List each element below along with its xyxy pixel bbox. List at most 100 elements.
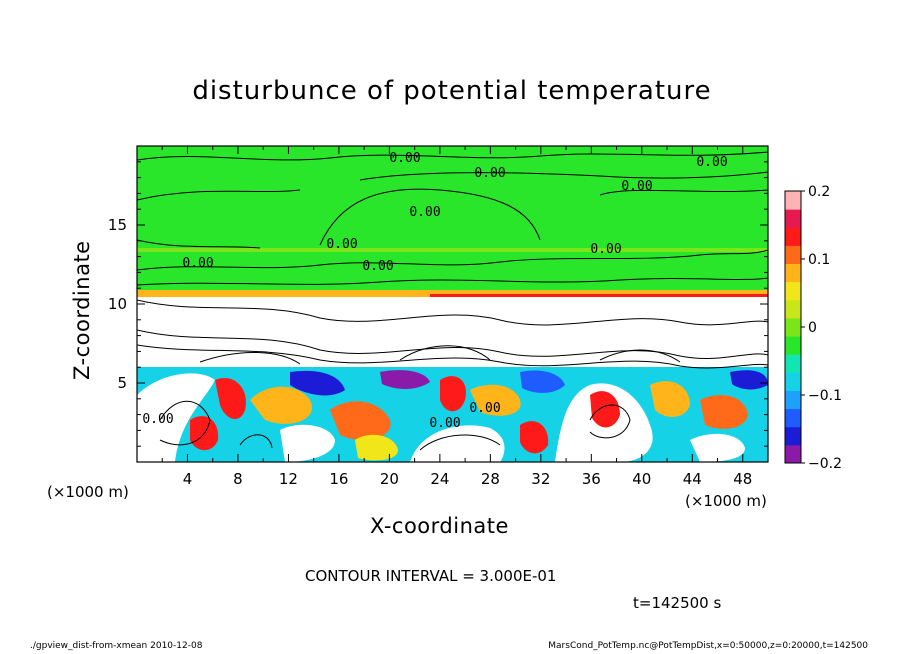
- x-tick-label: 4: [183, 470, 193, 488]
- contour-label: 0.00: [142, 412, 173, 427]
- contour-line: [137, 151, 768, 161]
- field-blob: [215, 378, 246, 420]
- contour-line: [137, 344, 768, 369]
- colorbar-label: 0.1: [808, 252, 830, 268]
- colorbar-label: −0.1: [808, 388, 842, 404]
- contour-line: [359, 171, 768, 181]
- footer-right: MarsCond_PotTemp.nc@PotTempDist,x=0:5000…: [548, 641, 868, 651]
- colorbar-segment: [785, 317, 801, 337]
- x-tick-label: 48: [733, 470, 752, 488]
- contour-line: [599, 189, 768, 196]
- x-tick-label: 28: [481, 470, 500, 488]
- field-blob: [290, 370, 345, 396]
- y-tick-label: 5: [117, 374, 127, 392]
- x-unit-label-left: (×1000 m): [47, 483, 129, 501]
- x-tick-label: 12: [279, 470, 298, 488]
- contour-line: [599, 349, 681, 363]
- contour-label: 0.00: [696, 155, 727, 170]
- colorbar-segment: [785, 408, 801, 428]
- x-tick-label: 8: [233, 470, 243, 488]
- field-blob: [250, 386, 312, 424]
- colorbar-segment: [785, 227, 801, 246]
- colorbar-segment: [785, 444, 801, 464]
- contour-line: [137, 189, 301, 201]
- contour-interval-text: CONTOUR INTERVAL = 3.000E-01: [305, 567, 557, 585]
- contour-line: [239, 434, 273, 449]
- contour-line: [137, 239, 261, 249]
- colorbar-segment: [785, 281, 801, 301]
- contour-label: 0.00: [326, 237, 357, 252]
- colorbar-label: −0.2: [808, 456, 842, 472]
- field-blob: [650, 381, 690, 417]
- field-blob: [410, 425, 505, 462]
- field-band-orange: [137, 290, 768, 297]
- contour-line: [589, 404, 631, 439]
- y-axis-label: Z-coordinate: [70, 240, 94, 380]
- x-axis-label: X-coordinate: [370, 514, 509, 538]
- field-band-light: [137, 248, 768, 252]
- chart-title: disturbunce of potential temperature: [192, 76, 712, 106]
- contour-label: 0.00: [182, 256, 213, 271]
- field-blob: [700, 395, 748, 429]
- field-blob: [355, 434, 398, 461]
- x-tick-label: 40: [632, 470, 651, 488]
- field-blob: [730, 370, 768, 390]
- field-blob: [590, 391, 620, 428]
- contour-label: 0.00: [590, 242, 621, 257]
- contour-line: [137, 249, 768, 271]
- contour-line: [159, 400, 211, 446]
- time-label: t=142500 s: [633, 594, 722, 612]
- colorbar-label: 0.2: [808, 184, 830, 200]
- field-blob: [280, 424, 335, 462]
- field-white-band: [137, 297, 768, 367]
- colorbar-segment: [785, 426, 801, 446]
- contour-label: 0.00: [621, 179, 652, 194]
- colorbar-segment: [785, 299, 801, 319]
- contour-lines: [137, 151, 768, 451]
- x-tick-label: 16: [329, 470, 348, 488]
- field-blob: [440, 376, 466, 412]
- contour-line: [137, 329, 768, 359]
- field-blob: [520, 421, 549, 454]
- colorbar-segment: [785, 245, 801, 265]
- contour-line: [137, 299, 768, 326]
- footer-left: ./gpview_dist-from-xmean 2010-12-08: [30, 641, 203, 651]
- colorbar-segment: [785, 209, 801, 228]
- contour-label: 0.00: [409, 205, 440, 220]
- x-tick-label: 44: [683, 470, 702, 488]
- y-axis: 5 10 15: [108, 161, 768, 447]
- field-blob: [690, 433, 745, 462]
- colorbar-segment: [785, 263, 801, 283]
- contour-labels: 0.00 0.00 0.00 0.00 0.00 0.00 0.00 0.00 0.00 0.00…: [142, 151, 727, 431]
- contour-line: [399, 345, 491, 361]
- field-blob: [520, 370, 565, 393]
- lower-convection-blobs: [137, 370, 768, 462]
- plot-area: 0.00 0.00 0.00 0.00 0.00 0.00 0.00 0.00 0.00 0.00…: [137, 146, 768, 462]
- colorbar-segment: [785, 336, 801, 355]
- contour-line: [137, 277, 768, 286]
- contour-label: 0.00: [474, 166, 505, 181]
- y-tick-label: 10: [108, 295, 127, 313]
- colorbar-segment: [785, 372, 801, 391]
- contour-label: 0.00: [362, 259, 393, 274]
- y-tick-label: 15: [108, 216, 127, 234]
- x-axis: 4 8 12 16 20 24 28 32 36 40 44 48: [161, 146, 752, 488]
- field-blob: [330, 401, 391, 440]
- x-unit-label-right: (×1000 m): [685, 492, 767, 510]
- contour-label: 0.00: [389, 151, 420, 166]
- colorbar: 0.2 0.1 0 −0.1 −0.2: [784, 184, 842, 472]
- field-blob: [137, 373, 215, 462]
- colorbar-label: 0: [808, 320, 817, 336]
- contour-label: 0.00: [429, 416, 460, 431]
- field-blob: [380, 370, 430, 389]
- contour-label: 0.00: [469, 401, 500, 416]
- contour-line: [319, 188, 541, 246]
- x-tick-label: 32: [531, 470, 550, 488]
- colorbar-segment: [785, 390, 801, 410]
- contour-line: [419, 434, 501, 451]
- x-tick-label: 24: [430, 470, 449, 488]
- colorbar-segment: [785, 354, 801, 373]
- x-tick-label: 36: [582, 470, 601, 488]
- x-tick-label: 20: [380, 470, 399, 488]
